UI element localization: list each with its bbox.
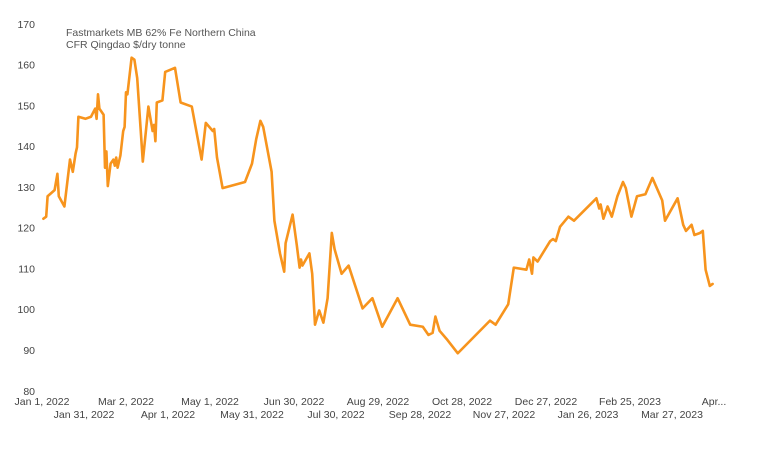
y-tick-label: 80 — [23, 386, 35, 398]
x-tick-label: Jun 30, 2022 — [264, 396, 325, 408]
x-tick-label: Jan 26, 2023 — [558, 409, 619, 421]
x-tick-label: Aug 29, 2022 — [347, 396, 410, 408]
y-tick-label: 150 — [17, 100, 35, 112]
x-tick-label: Sep 28, 2022 — [389, 409, 452, 421]
x-tick-label: Jan 1, 2022 — [15, 396, 70, 408]
y-tick-label: 170 — [17, 19, 35, 31]
x-tick-label: Dec 27, 2022 — [515, 396, 578, 408]
y-tick-label: 130 — [17, 182, 35, 194]
x-tick-label: Jan 31, 2022 — [54, 409, 115, 421]
y-tick-label: 120 — [17, 223, 35, 235]
line-series — [42, 56, 714, 355]
y-tick-label: 90 — [23, 345, 35, 357]
x-tick-label: Apr... — [702, 396, 727, 408]
x-tick-label: Nov 27, 2022 — [473, 409, 536, 421]
x-tick-label: Feb 25, 2023 — [599, 396, 661, 408]
y-tick-label: 100 — [17, 304, 35, 316]
chart-title: CFR Qingdao $/dry tonne — [66, 39, 186, 51]
x-tick-label: May 31, 2022 — [220, 409, 284, 421]
x-tick-label: Jul 30, 2022 — [307, 409, 364, 421]
y-tick-label: 160 — [17, 60, 35, 72]
y-tick-label: 140 — [17, 141, 35, 153]
chart-title: Fastmarkets MB 62% Fe Northern China — [66, 27, 256, 39]
x-tick-label: Mar 2, 2022 — [98, 396, 154, 408]
x-tick-label: May 1, 2022 — [181, 396, 239, 408]
y-tick-label: 110 — [18, 263, 35, 275]
x-tick-label: Mar 27, 2023 — [641, 409, 703, 421]
x-tick-label: Oct 28, 2022 — [432, 396, 492, 408]
x-tick-label: Apr 1, 2022 — [141, 409, 195, 421]
